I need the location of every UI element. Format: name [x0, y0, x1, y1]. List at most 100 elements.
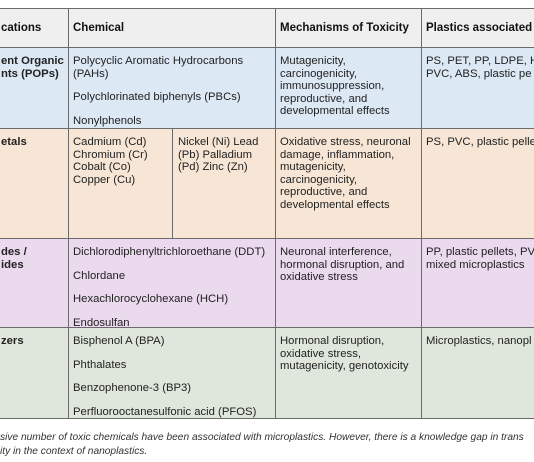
- cell-paragraph: Nonylphenols: [73, 115, 243, 128]
- cell-paragraph: Bisphenol A (BPA): [73, 335, 256, 348]
- row-background: [0, 238, 534, 327]
- cell-paragraph: Chlordane: [73, 270, 265, 283]
- cell-line: mutagenicity,: [280, 161, 346, 174]
- cell-line: developmental effects: [280, 105, 390, 118]
- table-cell: Microplastics, nanopl: [426, 335, 531, 359]
- cell-line: etals: [1, 136, 27, 148]
- cell-line: developmental effects: [280, 198, 390, 211]
- subcolumn-border: [172, 128, 173, 238]
- cell-line: carcinogenicity,: [280, 67, 358, 80]
- cell-line: reproductive, and: [280, 92, 368, 105]
- cell-paragraph: PP, plastic pellets, PV mixed microplasti…: [426, 246, 534, 271]
- cell-paragraph: Hexachlorocyclohexane (HCH): [73, 293, 265, 306]
- cell-line: hormonal disruption, and: [280, 258, 405, 271]
- cell-line: Phthalates: [73, 358, 127, 371]
- table-cell: PS, PET, PP, LDPE, HI PVC, ABS, plastic p…: [426, 55, 534, 91]
- header-cell: Plastics associated w: [426, 22, 534, 34]
- cell-paragraph: Polycyclic Aromatic Hydrocarbons (PAHs): [73, 55, 243, 80]
- cell-line: oxidative stress,: [280, 347, 361, 360]
- header-cell: Chemical: [73, 22, 125, 34]
- cell-line: nts (POPs): [1, 67, 59, 80]
- caption-line: ity in the context of nanoplastics.: [0, 446, 148, 457]
- cell-paragraph: Hormonal disruption, oxidative stress, mut…: [280, 335, 409, 373]
- row-background: [0, 8, 534, 47]
- row-background: [0, 47, 534, 128]
- cell-line: oxidative stress: [280, 271, 358, 284]
- table-cell: Dichlorodiphenyltrichloroethane (DDT) Chl…: [73, 246, 265, 340]
- cell-line: damage, inflammation,: [280, 148, 395, 161]
- cell-line: (Pb) Palladium: [178, 148, 253, 161]
- cell-line: Chlordane: [73, 269, 126, 282]
- header-cell: cations: [1, 22, 42, 34]
- cell-line: Bisphenol A (BPA): [73, 335, 165, 347]
- table-cell: Hormonal disruption, oxidative stress, mut…: [280, 335, 409, 384]
- cell-line: PVC, ABS, plastic pe: [426, 67, 532, 80]
- cell-line: Microplastics, nanopl: [426, 335, 532, 347]
- cell-paragraph: zers: [1, 335, 24, 348]
- table-cell: zers: [1, 335, 24, 359]
- table-cell: Bisphenol A (BPA) Phthalates Benzophenone-…: [73, 335, 256, 429]
- table-cell: Polycyclic Aromatic Hydrocarbons (PAHs) Po…: [73, 55, 243, 138]
- cell-paragraph: Polychlorinated biphenyls (PBCs): [73, 91, 243, 104]
- cell-line: Dichlorodiphenyltrichloroethane (DDT): [73, 246, 266, 258]
- cell-line: Cobalt (Co): [73, 161, 131, 174]
- cell-line: Cadmium (Cd): [73, 136, 147, 148]
- cell-line: immunosuppression,: [280, 80, 385, 93]
- cell-line: Endosulfan: [73, 316, 130, 329]
- cell-paragraph: des / ides: [1, 246, 27, 271]
- table-subcell: Cadmium (Cd) Chromium (Cr) Cobalt (Co) Copp…: [73, 136, 148, 186]
- cell-line: carcinogenicity,: [280, 173, 358, 186]
- cell-paragraph: PS, PET, PP, LDPE, HI PVC, ABS, plastic p…: [426, 55, 534, 80]
- cell-paragraph: Phthalates: [73, 359, 256, 372]
- cell-paragraph: etals: [1, 136, 27, 149]
- cell-line: Copper (Cu): [73, 173, 136, 186]
- cell-line: PP, plastic pellets, PV: [426, 246, 534, 258]
- cell-line: PS, PVC, plastic pelle: [426, 136, 534, 148]
- cell-line: Polychlorinated biphenyls (PBCs): [73, 91, 241, 104]
- cell-paragraph: Perfluorooctanesulfonic acid (PFOS): [73, 406, 256, 419]
- table-cell: Oxidative stress, neuronal damage, inflam…: [280, 136, 411, 223]
- row-border: [0, 418, 534, 419]
- cell-line: (PAHs): [73, 67, 109, 80]
- table-subcell: Nickel (Ni) Lead (Pb) Palladium (Pd) Zinc …: [178, 136, 258, 174]
- column-border: [68, 8, 69, 418]
- row-background: [0, 128, 534, 238]
- cell-paragraph: Oxidative stress, neuronal damage, inflam…: [280, 136, 411, 212]
- cell-line: mixed microplastics: [426, 258, 525, 271]
- row-border: [0, 128, 534, 129]
- column-border: [275, 8, 276, 418]
- cell-line: Nickel (Ni) Lead: [178, 136, 259, 148]
- cell-line: reproductive, and: [280, 186, 368, 199]
- cell-line: Hexachlorocyclohexane (HCH): [73, 293, 229, 306]
- cell-line: Nonylphenols: [73, 114, 142, 127]
- cell-line: des /: [1, 246, 27, 258]
- table-cell: des / ides: [1, 246, 27, 282]
- row-background: [0, 327, 534, 418]
- cell-line: zers: [1, 335, 24, 347]
- row-border: [0, 238, 534, 239]
- row-border: [0, 327, 534, 328]
- cell-line: Hormonal disruption,: [280, 335, 385, 347]
- cell-line: PS, PET, PP, LDPE, HI: [426, 55, 534, 67]
- cell-paragraph: Endosulfan: [73, 317, 265, 330]
- table-cell: Mutagenicity, carcinogenicity, immunosuppr…: [280, 55, 390, 129]
- table-cell: PS, PVC, plastic pelle: [426, 136, 534, 160]
- cell-paragraph: ent Organic nts (POPs): [1, 55, 64, 80]
- cell-paragraph: Dichlorodiphenyltrichloroethane (DDT): [73, 246, 265, 259]
- table-cell: ent Organic nts (POPs): [1, 55, 64, 91]
- cell-paragraph: Microplastics, nanopl: [426, 335, 531, 348]
- cell-line: Polycyclic Aromatic Hydrocarbons: [73, 55, 244, 67]
- cell-line: Chromium (Cr): [73, 148, 148, 161]
- cell-line: Neuronal interference,: [280, 246, 392, 258]
- cell-line: Benzophenone-3 (BP3): [73, 382, 192, 395]
- cell-paragraph: Neuronal interference, hormonal disruptio…: [280, 246, 404, 284]
- column-border: [421, 8, 422, 418]
- row-border: [0, 8, 534, 9]
- cell-paragraph: Benzophenone-3 (BP3): [73, 382, 256, 395]
- table-cell: etals: [1, 136, 27, 160]
- cell-paragraph: Mutagenicity, carcinogenicity, immunosuppr…: [280, 55, 390, 118]
- cell-paragraph: PS, PVC, plastic pelle: [426, 136, 534, 149]
- cell-line: (Pd) Zinc (Zn): [178, 161, 248, 174]
- header-cell: Mechanisms of Toxicity: [280, 22, 409, 34]
